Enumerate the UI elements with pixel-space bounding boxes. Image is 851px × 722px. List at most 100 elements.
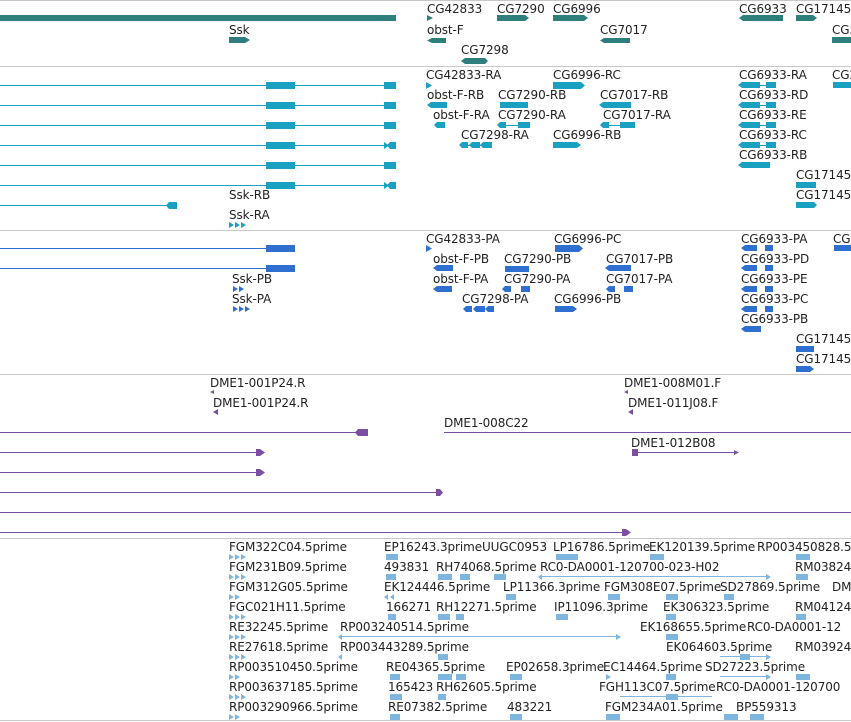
est-label[interactable]: RC0-DA0001-120700 bbox=[716, 680, 841, 694]
transcript-label[interactable]: CG6933-RA bbox=[739, 68, 807, 82]
gene-arrow-ssk[interactable] bbox=[229, 37, 250, 43]
est-label[interactable]: EP02658.3prime bbox=[506, 660, 604, 674]
gene-bar-cg3[interactable] bbox=[832, 37, 851, 43]
est-label[interactable]: RP003240514.5prime bbox=[340, 620, 469, 634]
polypeptide-label[interactable]: obst-F-PB bbox=[433, 252, 490, 266]
gene-arrow-cg6996[interactable] bbox=[553, 15, 588, 21]
polypeptide-label[interactable]: CG6996-PC bbox=[554, 232, 622, 246]
est-label[interactable]: FGM234A01.5prime bbox=[605, 700, 723, 714]
est-label[interactable]: 493831 bbox=[384, 560, 430, 574]
est-label[interactable]: RH62605.5prime bbox=[436, 680, 537, 694]
est-label[interactable]: EK124446.5prime bbox=[384, 580, 491, 594]
transcript-label[interactable]: CG17145 bbox=[796, 168, 851, 182]
polypeptide-label[interactable]: CG6933-PA bbox=[741, 232, 808, 246]
est-label[interactable]: RP003637185.5prime bbox=[229, 680, 358, 694]
clone-label[interactable]: DME1-001P24.R bbox=[213, 396, 309, 410]
gene-label-cg3[interactable]: CG3 bbox=[832, 23, 851, 37]
gene-arrow-cg7017[interactable] bbox=[600, 38, 630, 43]
est-label[interactable]: RM03924 bbox=[795, 640, 851, 654]
transcript-label[interactable]: CG7017-RA bbox=[603, 108, 671, 122]
transcript-label[interactable]: CG6933-RD bbox=[739, 88, 809, 102]
transcript-label[interactable]: CG7017-RB bbox=[600, 88, 669, 102]
est-label[interactable]: EP16243.3prime bbox=[384, 540, 482, 554]
est-label[interactable]: RP003443289.5prime bbox=[340, 640, 469, 654]
gene-label-cg7298[interactable]: CG7298 bbox=[461, 43, 509, 57]
est-label[interactable]: SD27223.5prime bbox=[705, 660, 806, 674]
est-label[interactable]: FGM231B09.5prime bbox=[229, 560, 347, 574]
gene-label-cg17145[interactable]: CG17145 bbox=[796, 2, 851, 16]
transcript-label[interactable]: CG6996-RC bbox=[553, 68, 621, 82]
est-label[interactable]: FGM308E07.5prime bbox=[604, 580, 722, 594]
clone-label[interactable]: DME1-008C22 bbox=[444, 416, 529, 430]
transcript-label[interactable]: obst-F-RA bbox=[433, 108, 490, 122]
transcript-label[interactable]: CG7298-RA bbox=[461, 128, 529, 142]
est-label[interactable]: EK064603.5prime bbox=[666, 640, 773, 654]
polypeptide-label[interactable]: CG7290-PA bbox=[504, 272, 571, 286]
transcript-label[interactable]: CG6996-RB bbox=[553, 128, 622, 142]
est-label[interactable]: FGC021H11.5prime bbox=[229, 600, 346, 614]
est-label[interactable]: FGM312G05.5prime bbox=[229, 580, 348, 594]
est-label[interactable]: 165423 bbox=[388, 680, 434, 694]
gene-arrow-cg6933[interactable] bbox=[739, 15, 783, 21]
est-label[interactable]: RE32245.5prime bbox=[229, 620, 329, 634]
est-label[interactable]: BP559313 bbox=[736, 700, 797, 714]
est-label[interactable]: EC14464.5prime bbox=[603, 660, 703, 674]
transcript-label[interactable]: Ssk-RB bbox=[229, 188, 271, 202]
gene-label-cg7017[interactable]: CG7017 bbox=[600, 23, 648, 37]
est-label[interactable]: RE07382.5prime bbox=[388, 700, 488, 714]
gene-label-cg6933[interactable]: CG6933 bbox=[739, 2, 787, 16]
est-label[interactable]: 483221 bbox=[507, 700, 553, 714]
est-label[interactable]: FGM322C04.5prime bbox=[229, 540, 347, 554]
est-label[interactable]: RP003290966.5prime bbox=[229, 700, 358, 714]
polypeptide-label[interactable]: Ssk-PB bbox=[232, 272, 273, 286]
clone-label[interactable]: DME1-011J08.F bbox=[628, 396, 719, 410]
gene-label-cg6996[interactable]: CG6996 bbox=[553, 2, 601, 16]
polypeptide-label[interactable]: CG7290-PB bbox=[504, 252, 572, 266]
transcript-label[interactable]: CG7290-RB bbox=[498, 88, 567, 102]
est-label[interactable]: EK168655.5prime bbox=[640, 620, 747, 634]
clone-label[interactable]: DME1-008M01.F bbox=[624, 376, 722, 390]
est-label[interactable]: EK306323.5prime bbox=[663, 600, 770, 614]
est-label[interactable]: UUGC0953 bbox=[482, 540, 547, 554]
gene-arrow-obst-f[interactable] bbox=[427, 38, 446, 43]
polypeptide-label[interactable]: CG17145 bbox=[796, 352, 851, 366]
est-label[interactable]: LP16786.5prime bbox=[553, 540, 651, 554]
est-label[interactable]: RC0-DA0001-12 bbox=[747, 620, 842, 634]
gene-bar-ssk[interactable] bbox=[0, 15, 396, 21]
est-label[interactable]: DM bbox=[832, 580, 851, 594]
est-label[interactable]: RM04124 bbox=[795, 600, 851, 614]
est-label[interactable]: RC0-DA0001-120700-023-H02 bbox=[540, 560, 720, 574]
est-label[interactable]: RH12271.5prime bbox=[436, 600, 537, 614]
polypeptide-label[interactable]: CG6933-PC bbox=[741, 292, 809, 306]
gene-arrow-cg7298[interactable] bbox=[461, 58, 488, 64]
gene-label-cg7290[interactable]: CG7290 bbox=[497, 2, 545, 16]
polypeptide-label[interactable]: CG6933-PE bbox=[741, 272, 808, 286]
gene-label-ssk[interactable]: Ssk bbox=[229, 23, 250, 37]
polypeptide-label[interactable]: CG6996-PB bbox=[554, 292, 622, 306]
transcript-label[interactable]: CG6933-RC bbox=[739, 128, 807, 142]
gene-arrow-cg17145[interactable] bbox=[796, 15, 817, 21]
transcript-label[interactable]: CG7290-RA bbox=[498, 108, 566, 122]
est-label[interactable]: RP003450828.5 bbox=[757, 540, 851, 554]
polypeptide-label[interactable]: CG7017-PA bbox=[606, 272, 673, 286]
gene-label-cg42833[interactable]: CG42833 bbox=[427, 2, 483, 16]
est-label[interactable]: FGH113C07.5prime bbox=[599, 680, 716, 694]
polypeptide-label[interactable]: CG7298-PA bbox=[462, 292, 529, 306]
gene-label-obst-f[interactable]: obst-F bbox=[427, 23, 464, 37]
polypeptide-label[interactable]: obst-F-PA bbox=[433, 272, 489, 286]
polypeptide-label[interactable]: CG17145 bbox=[796, 332, 851, 346]
transcript-label[interactable]: CG17145 bbox=[796, 188, 851, 202]
polypeptide-label[interactable]: CG7017-PB bbox=[606, 252, 674, 266]
transcript-label[interactable]: CG6933-RB bbox=[739, 148, 808, 162]
est-label[interactable]: SD27869.5prime bbox=[720, 580, 821, 594]
polypeptide-label[interactable]: CG bbox=[833, 232, 851, 246]
est-label[interactable]: RM03824 bbox=[795, 560, 851, 574]
polypeptide-label[interactable]: Ssk-PA bbox=[232, 292, 272, 306]
transcript-label[interactable]: obst-F-RB bbox=[427, 88, 485, 102]
transcript-label[interactable]: CG2 bbox=[832, 68, 851, 82]
est-label[interactable]: 166271 bbox=[386, 600, 432, 614]
clone-label[interactable]: DME1-012B08 bbox=[631, 436, 716, 450]
clone-label[interactable]: DME1-001P24.R bbox=[210, 376, 306, 390]
polypeptide-label[interactable]: CG6933-PB bbox=[741, 312, 809, 326]
est-label[interactable]: RP003510450.5prime bbox=[229, 660, 358, 674]
